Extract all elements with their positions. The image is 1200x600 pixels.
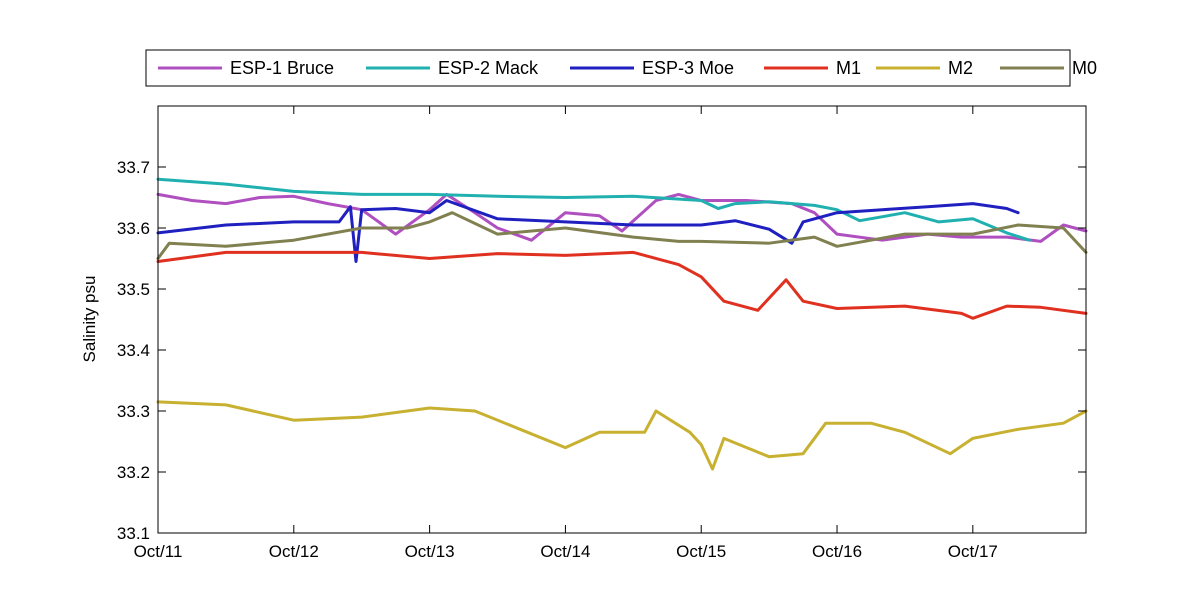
series-line-m1 xyxy=(156,250,1088,320)
x-tick-label: Oct/15 xyxy=(676,542,726,561)
y-tick-label: 33.2 xyxy=(117,463,150,482)
x-tick-label: Oct/12 xyxy=(269,542,319,561)
legend-label-m1: M1 xyxy=(836,58,861,78)
series-line-m2 xyxy=(156,400,1088,471)
plot-area xyxy=(158,106,1086,533)
y-tick-label: 33.3 xyxy=(117,402,150,421)
y-tick-label: 33.7 xyxy=(117,158,150,177)
x-axis: Oct/11 Oct/12 Oct/13 Oct/14 Oct/15 Oct/16 Oct/… xyxy=(134,106,998,561)
x-tick-label: Oct/11 xyxy=(134,542,183,561)
x-tick-label: Oct/17 xyxy=(948,542,998,561)
y-tick-label: 33.6 xyxy=(117,219,150,238)
legend-label-esp-2-mack: ESP-2 Mack xyxy=(438,58,539,78)
legend: ESP-1 Bruce ESP-2 Mack ESP-3 Moe M1 M2 M0 xyxy=(145,49,1097,87)
y-axis-label: Salinity psu xyxy=(80,276,99,363)
x-tick-label: Oct/13 xyxy=(405,542,455,561)
y-tick-label: 33.1 xyxy=(117,524,150,543)
series-layer xyxy=(156,177,1088,471)
y-tick-label: 33.5 xyxy=(117,280,150,299)
legend-label-m0: M0 xyxy=(1072,58,1097,78)
series-line-esp-2-mack xyxy=(156,177,1031,242)
series-line-m0 xyxy=(156,211,1088,260)
legend-label-esp-3-moe: ESP-3 Moe xyxy=(642,58,734,78)
x-tick-label: Oct/16 xyxy=(812,542,862,561)
x-tick-label: Oct/14 xyxy=(540,542,590,561)
legend-label-esp-1-bruce: ESP-1 Bruce xyxy=(230,58,334,78)
legend-label-m2: M2 xyxy=(948,58,973,78)
series-line-esp-3-moe xyxy=(156,199,1020,263)
y-tick-label: 33.4 xyxy=(117,341,150,360)
y-axis: 33.1 33.2 33.3 33.4 33.5 33.6 33.7 xyxy=(117,158,1086,543)
plot-frame xyxy=(157,105,1087,534)
